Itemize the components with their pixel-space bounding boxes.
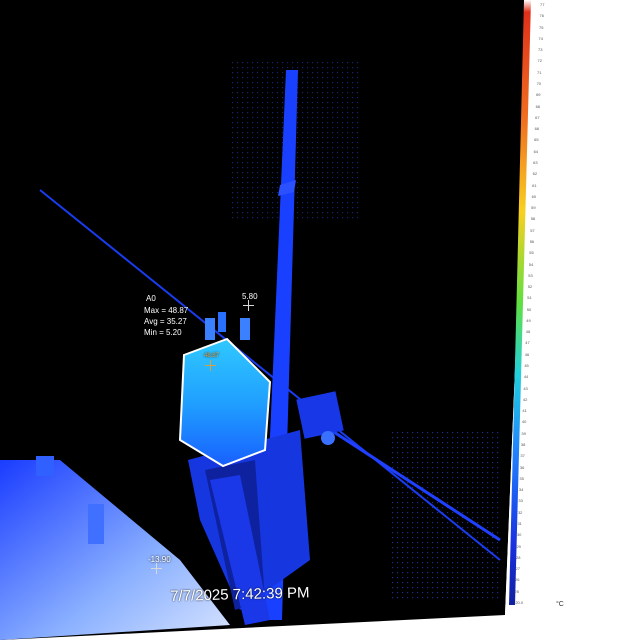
scale-tick-label: 76: [539, 13, 544, 19]
hot-spot-crosshair-icon: [205, 360, 216, 371]
scale-tick-label: 56: [529, 238, 535, 244]
scale-tick-label: 35: [519, 475, 524, 481]
max-temp-label: Max = 48.87: [144, 306, 189, 315]
scale-tick-label: 34: [518, 487, 524, 493]
power-line: [39, 189, 501, 561]
scale-tick-label: 27: [515, 566, 520, 572]
scale-tick-label: 67: [535, 114, 540, 120]
ground-wall: [0, 460, 230, 640]
scale-tick-label: 29: [516, 543, 521, 549]
scale-tick-label: 59: [531, 205, 536, 211]
hot-spot-value: 48.87: [204, 353, 220, 359]
scale-tick-label: 51: [527, 295, 532, 301]
scale-tick-label: -20.0: [514, 600, 524, 605]
scale-tick-label: 40: [521, 419, 527, 425]
scale-background: [505, 0, 640, 615]
scale-tick-label: 72: [537, 58, 542, 64]
spot-top-crosshair-icon: [243, 300, 254, 311]
scale-tick-label: 37: [520, 453, 525, 459]
scale-tick-label: 63: [533, 159, 538, 165]
scale-tick-label: 42: [522, 396, 528, 402]
scale-tick-label: 71: [537, 69, 542, 75]
scale-tick-label: 30: [516, 532, 522, 538]
scale-tick-label: 77: [540, 2, 545, 7]
capture-timestamp: 7/7/2025 7:42:39 PM: [170, 584, 310, 605]
scale-tick-label: 61: [532, 182, 537, 188]
scale-tick-label: 41: [522, 408, 527, 414]
scale-tick-label: 62: [532, 171, 538, 177]
measurement-region-outline: [178, 337, 272, 468]
scale-tick-label: 60: [531, 193, 537, 199]
scale-tick-label: 25: [514, 588, 519, 594]
scale-tick-label: 48: [525, 329, 531, 335]
scale-tick-label: 50: [526, 306, 532, 312]
scale-tick-label: 43: [523, 385, 528, 391]
color-scale-ticks: 77 76 75 74 73 72 71 70 69 68 67 66 65 64 63 62 61 60 59 58…: [514, 0, 572, 610]
scale-tick-label: 49: [526, 317, 531, 323]
area-name-label: A0: [146, 294, 156, 303]
scale-tick-label: 70: [536, 80, 542, 86]
scale-tick-label: 52: [527, 284, 533, 290]
scale-unit-label: °C: [556, 601, 564, 608]
spot-bottom-value: -13.90: [148, 555, 171, 564]
scale-tick-label: 33: [518, 498, 523, 504]
scale-tick-label: 39: [521, 430, 526, 436]
spot-top-value: 5.80: [242, 292, 258, 301]
scale-tick-label: 53: [528, 272, 533, 278]
scale-tick-label: 47: [525, 340, 530, 346]
scale-tick-label: 26: [514, 577, 520, 583]
scale-tick-label: 64: [533, 148, 539, 154]
scale-tick-label: 45: [524, 363, 529, 369]
scale-tick-label: 36: [519, 464, 525, 470]
avg-temp-label: Avg = 35.27: [144, 317, 187, 326]
scale-tick-label: 65: [534, 137, 539, 143]
scale-tick-label: 69: [536, 92, 541, 98]
scale-tick-label: 28: [515, 554, 521, 560]
scale-tick-label: 32: [517, 509, 523, 515]
scale-tick-label: 66: [534, 126, 540, 132]
scale-tick-label: 73: [538, 47, 543, 53]
scale-tick-label: 55: [529, 250, 534, 256]
scale-tick-label: 46: [524, 351, 530, 357]
scale-tick-label: 68: [535, 103, 541, 109]
scale-tick-label: 74: [538, 35, 543, 41]
scale-tick-label: 44: [523, 374, 529, 380]
scale-tick-label: 57: [530, 227, 535, 233]
scale-tick-label: 38: [520, 442, 526, 448]
spot-bottom-crosshair-icon: [151, 563, 162, 574]
scale-tick-label: 54: [528, 261, 534, 267]
scale-tick-label: 58: [530, 216, 536, 222]
hot-region: [180, 339, 270, 466]
scale-tick-label: 31: [517, 521, 522, 527]
scale-tick-label: 75: [539, 24, 544, 30]
min-temp-label: Min = 5.20: [144, 328, 182, 337]
